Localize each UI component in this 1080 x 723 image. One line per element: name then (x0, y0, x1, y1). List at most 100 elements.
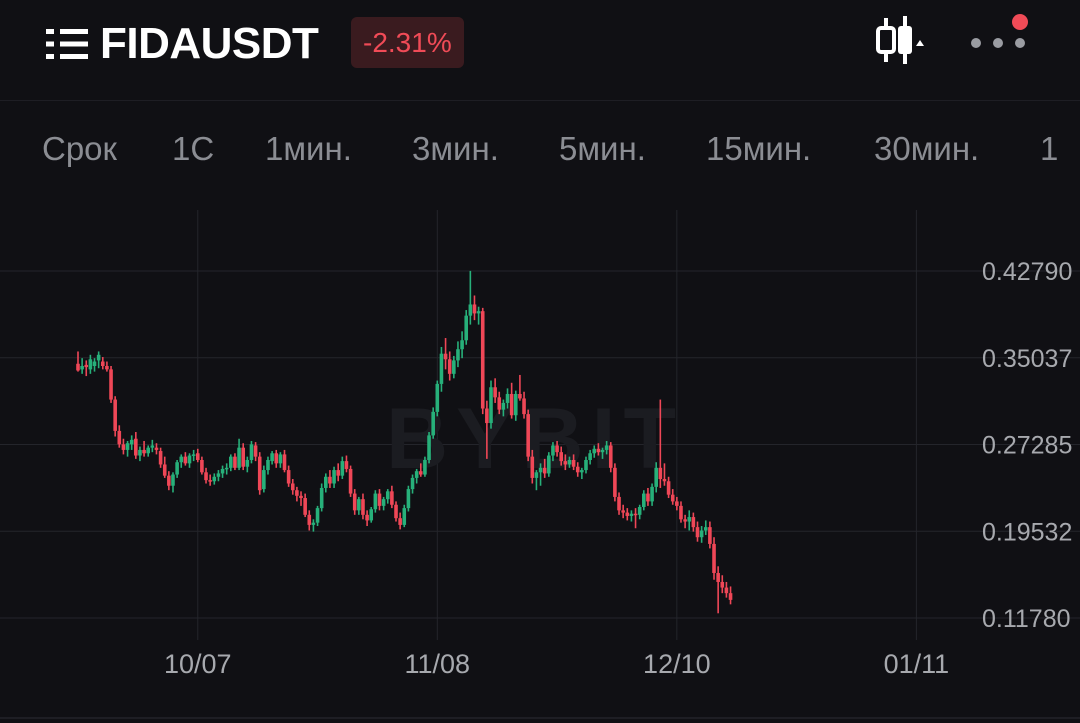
candle-body (158, 451, 163, 465)
candle-body (212, 476, 217, 482)
candle-body (278, 454, 283, 464)
candle-body (134, 438, 138, 456)
candle-body (109, 369, 113, 400)
candle-body (534, 472, 539, 478)
candle-body (336, 470, 340, 476)
candle-body (406, 489, 411, 509)
candle-body (592, 448, 597, 454)
candle-body (580, 470, 584, 473)
candle-body (171, 474, 175, 486)
tab-15min[interactable]: 15мин. (706, 130, 812, 167)
candle-body (257, 456, 262, 491)
candlestick-chart[interactable]: BYBIT0.427900.350370.272850.195320.11780… (0, 210, 1080, 723)
candle-body (691, 517, 696, 528)
candle-body (76, 363, 80, 371)
candle-body (373, 493, 378, 510)
candle-body (365, 514, 369, 521)
candle-body (121, 444, 126, 450)
candle-body (505, 393, 510, 403)
candle-body (84, 364, 89, 368)
list-icon[interactable] (46, 27, 88, 61)
candle-body (208, 480, 212, 482)
y-axis-label: 0.35037 (982, 345, 1072, 373)
tab-1h[interactable]: 1 (1040, 130, 1059, 167)
candlestick-icon[interactable] (872, 14, 928, 66)
candle-body (146, 447, 151, 454)
candle-body (385, 491, 390, 500)
candle-body (361, 499, 365, 515)
timeframe-tabs: Срок 1С 1мин. 3мин. 5мин. 15мин. 30мин. … (0, 100, 1080, 200)
candle-body (150, 445, 155, 448)
candle-body (588, 453, 592, 460)
candle-body (625, 512, 630, 516)
tab-3min[interactable]: 3мин. (412, 130, 499, 167)
candle-body (187, 455, 192, 464)
candle-body (270, 453, 274, 462)
candle-body (352, 493, 357, 511)
candle-body (662, 479, 667, 482)
app-header: FIDAUSDT -2.31% (0, 0, 1080, 101)
candle-body (179, 456, 184, 463)
candle-body (154, 447, 159, 450)
candle-body (675, 501, 679, 506)
candle-body (80, 366, 84, 370)
candle-body (113, 399, 117, 431)
candle-body (328, 476, 332, 484)
candle-body (237, 447, 241, 468)
candle-body (427, 435, 431, 460)
candle-body (195, 453, 200, 460)
notification-dot (1012, 14, 1028, 30)
tab-period[interactable]: Срок (42, 130, 117, 167)
candle-body (105, 366, 109, 370)
candle-body (559, 452, 564, 462)
candle-body (410, 477, 415, 490)
tab-1s[interactable]: 1С (172, 130, 215, 167)
candle-body (286, 470, 291, 484)
candle-body (650, 486, 654, 502)
candle-body (460, 340, 464, 350)
tab-5min[interactable]: 5мин. (559, 130, 646, 167)
candle-body (344, 461, 349, 469)
candle-body (476, 311, 481, 314)
candle-body (613, 467, 617, 497)
candle-body (712, 543, 716, 574)
candle-body (555, 445, 559, 453)
tab-30min[interactable]: 30мин. (874, 130, 980, 167)
candle-body (340, 461, 345, 476)
candle-body (728, 593, 733, 600)
candle-body (526, 414, 530, 457)
candle-body (629, 513, 634, 516)
candle-body (418, 471, 423, 475)
candle-body (563, 461, 568, 465)
candle-body (493, 387, 497, 398)
tab-1min[interactable]: 1мин. (265, 130, 352, 167)
candle-body (233, 456, 237, 468)
candle-body (117, 430, 122, 445)
candle-body (480, 311, 485, 409)
candle-body (452, 360, 456, 374)
candle-body (646, 493, 650, 502)
candle-body (447, 359, 452, 374)
candle-body (666, 481, 671, 495)
candle-body (522, 398, 526, 415)
pair-title[interactable]: FIDAUSDT (100, 19, 319, 68)
candle-body (485, 408, 489, 424)
candle-body (464, 315, 469, 341)
candle-body (183, 456, 188, 464)
candle-body (571, 459, 576, 467)
x-axis-label: 12/10 (643, 649, 711, 679)
candle-body (695, 527, 700, 538)
more-dots-icon[interactable] (966, 12, 1030, 56)
candle-body (249, 444, 254, 460)
x-axis-label: 10/07 (164, 649, 232, 679)
candle-body (456, 349, 460, 361)
candle-body (489, 387, 493, 424)
candle-body (720, 581, 725, 588)
candle-body (443, 353, 448, 360)
candle-body (414, 471, 419, 478)
candle-body (282, 454, 287, 471)
candle-body (423, 459, 427, 475)
candle-body (530, 456, 535, 478)
candle-body (547, 455, 551, 474)
candle-body (708, 527, 712, 544)
